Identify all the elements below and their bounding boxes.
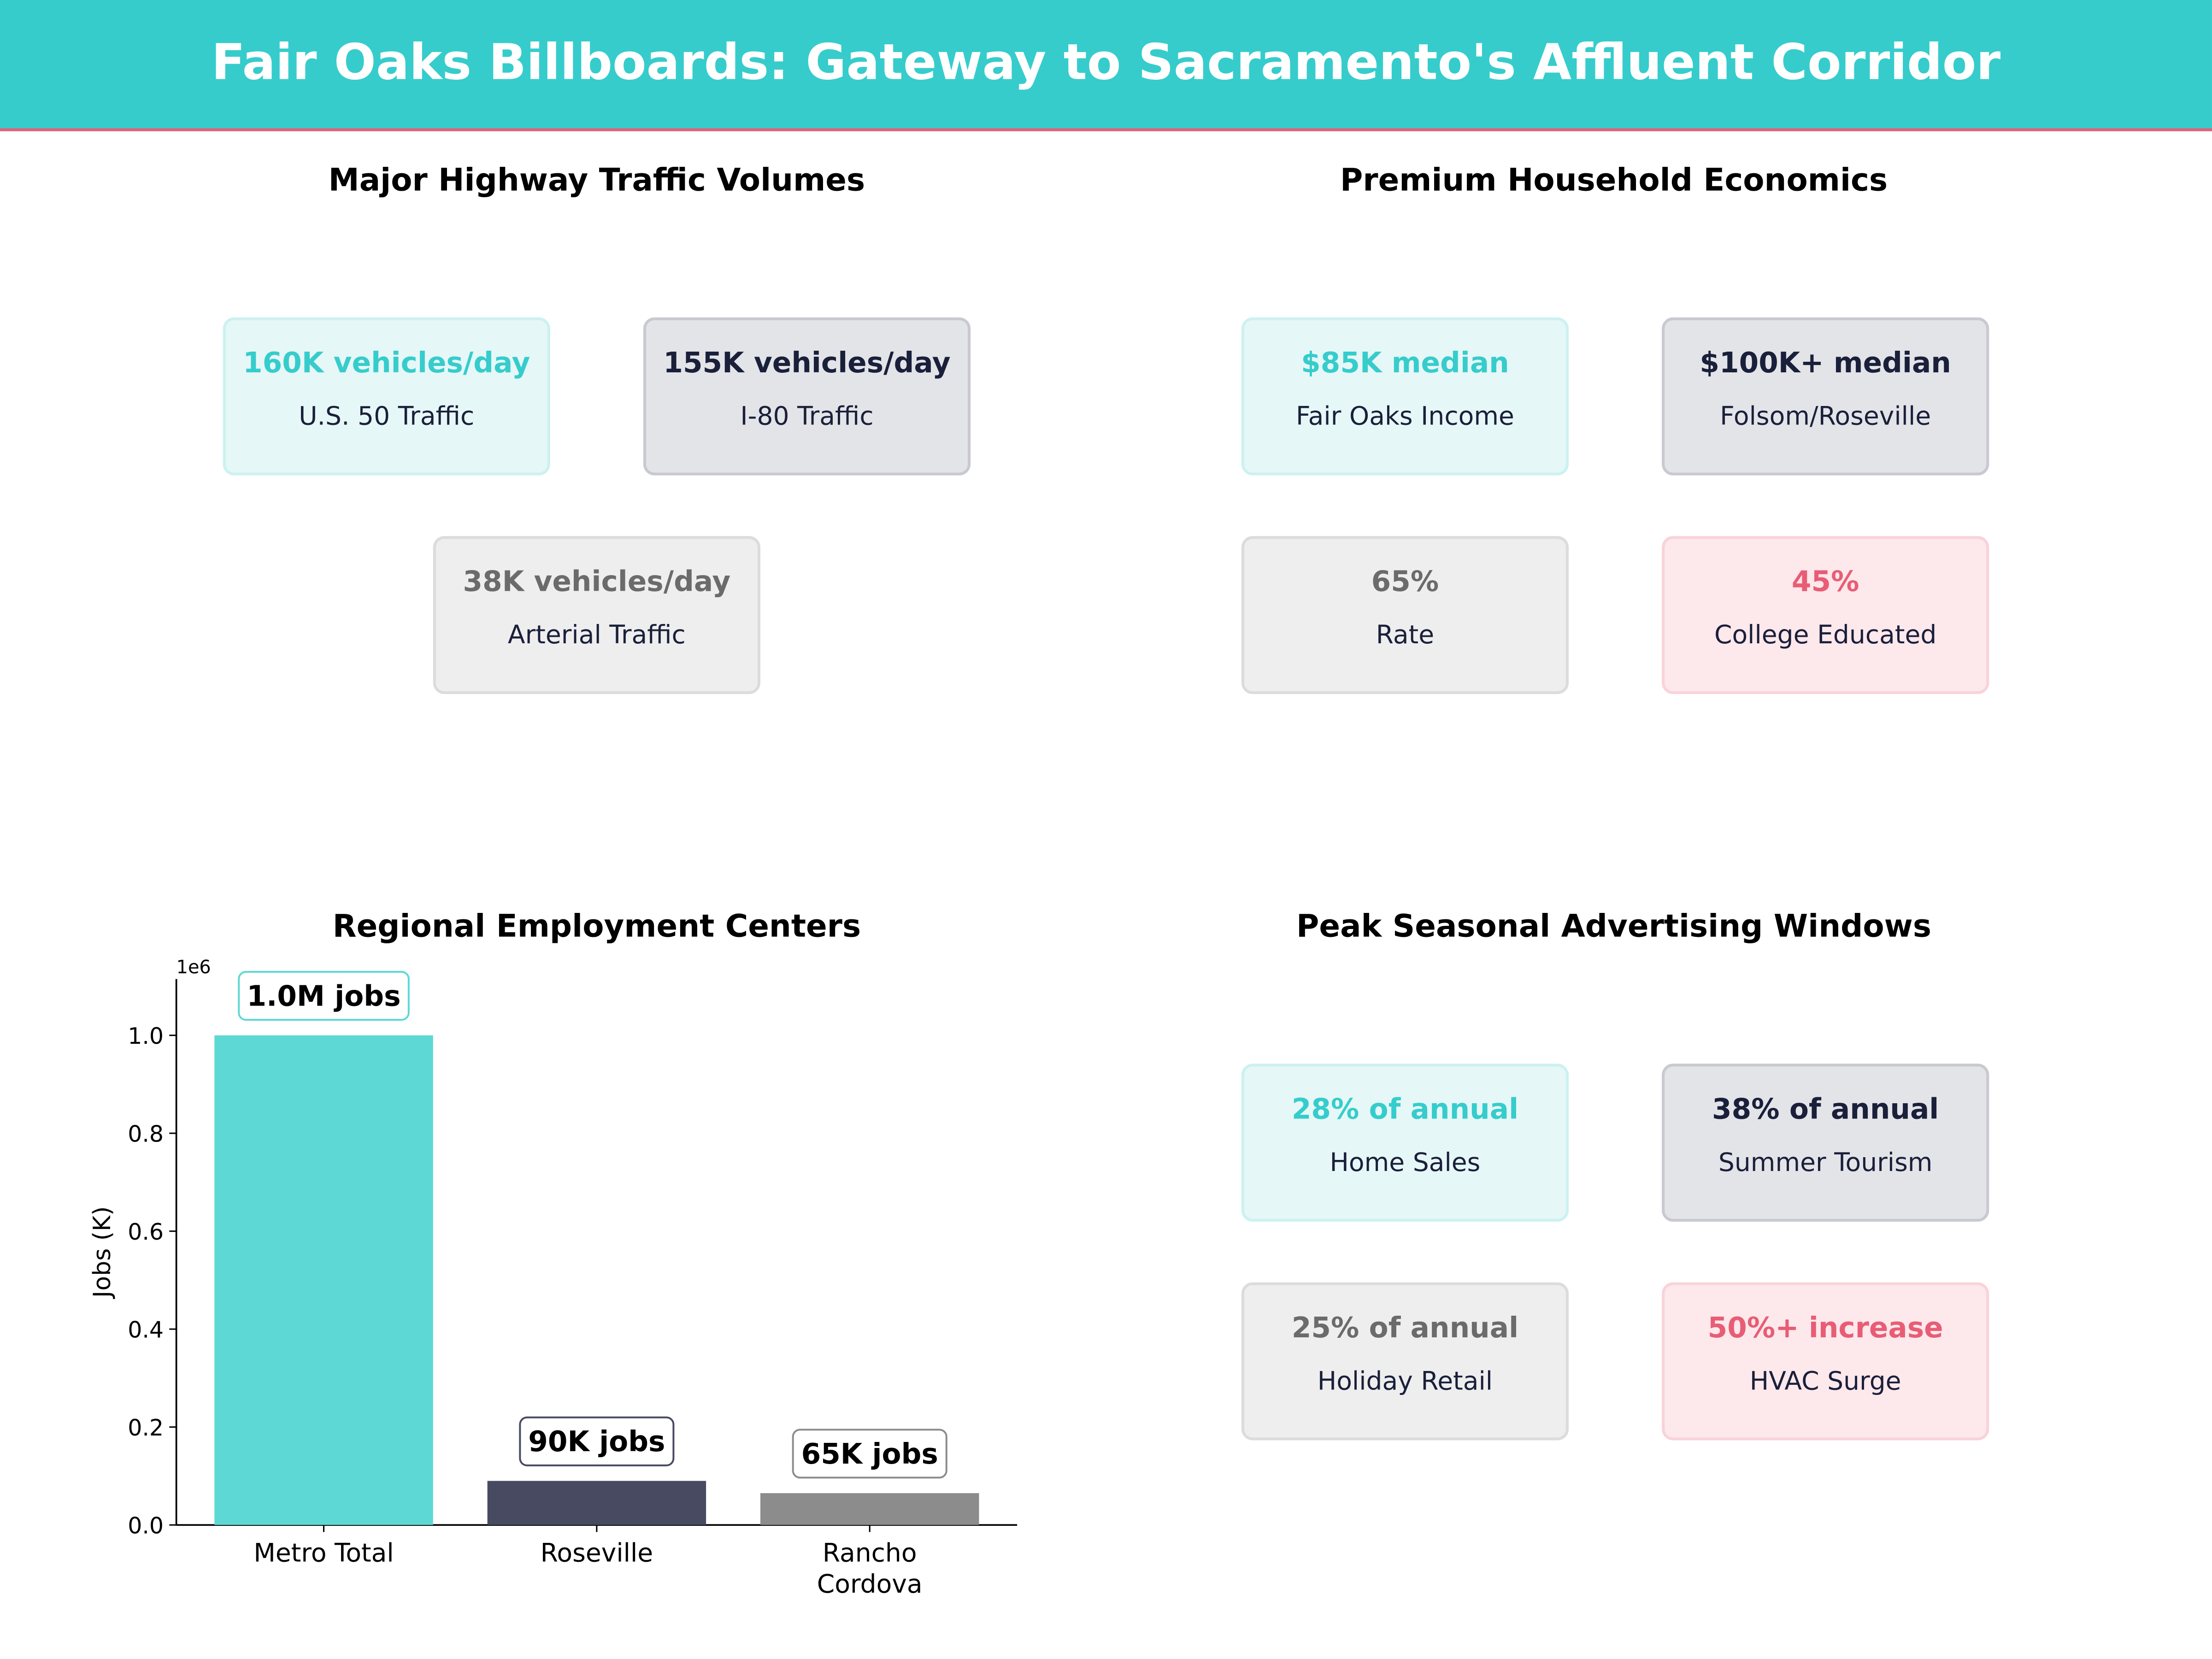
seasonal-card: 50%+ increase HVAC Surge	[1662, 1282, 1989, 1441]
chart-title: Regional Employment Centers	[332, 910, 861, 946]
card-value: 38% of annual	[1712, 1092, 1939, 1126]
seasonal-card: 28% of annual Home Sales	[1241, 1064, 1569, 1222]
header-banner: Fair Oaks Billboards: Gateway to Sacrame…	[0, 0, 2212, 131]
card-value: $85K median	[1301, 345, 1509, 380]
card-label: HVAC Surge	[1749, 1367, 1901, 1397]
seasonal-panel-title: Peak Seasonal Advertising Windows	[1296, 910, 1931, 946]
x-tick-label: Metro Total	[253, 1538, 394, 1568]
seasonal-card: 38% of annual Summer Tourism	[1662, 1064, 1989, 1222]
traffic-card: 160K vehicles/day U.S. 50 Traffic	[223, 317, 550, 476]
traffic-card: 38K vehicles/day Arterial Traffic	[433, 536, 760, 694]
card-value: 28% of annual	[1291, 1092, 1519, 1126]
card-label: Summer Tourism	[1718, 1148, 1933, 1178]
card-label: Home Sales	[1330, 1148, 1481, 1178]
y-tick-label: 0.8	[128, 1121, 164, 1147]
economics-card: $100K+ median Folsom/Roseville	[1662, 317, 1989, 476]
card-value: 160K vehicles/day	[243, 345, 530, 380]
y-tick-label: 1.0	[128, 1023, 164, 1049]
traffic-panel-title: Major Highway Traffic Volumes	[328, 164, 865, 199]
economics-card: 65% Rate	[1241, 536, 1569, 694]
card-label: I-80 Traffic	[740, 402, 874, 432]
x-tick-label: Rancho	[823, 1538, 917, 1568]
card-value: 38K vehicles/day	[463, 564, 731, 598]
y-offset-label: 1e6	[176, 957, 211, 978]
x-tick-label: Cordova	[817, 1569, 923, 1599]
data-label: 65K jobs	[801, 1438, 938, 1471]
card-label: Holiday Retail	[1317, 1367, 1493, 1397]
data-label-box	[519, 1416, 675, 1466]
bar	[760, 1493, 979, 1525]
economics-card: 45% College Educated	[1662, 536, 1989, 694]
card-value: 25% of annual	[1291, 1310, 1519, 1345]
data-label-box	[792, 1429, 947, 1479]
card-label: Fair Oaks Income	[1295, 402, 1514, 432]
card-label: U.S. 50 Traffic	[299, 402, 475, 432]
page-title: Fair Oaks Billboards: Gateway to Sacrame…	[211, 35, 2001, 92]
bar	[487, 1481, 706, 1525]
y-axis-label: Jobs (K)	[88, 1206, 116, 1300]
economics-panel-title: Premium Household Economics	[1340, 164, 1888, 199]
card-value: 45%	[1791, 564, 1859, 598]
bar	[214, 1035, 433, 1525]
economics-card: $85K median Fair Oaks Income	[1241, 317, 1569, 476]
y-tick-label: 0.2	[128, 1415, 164, 1441]
data-label-box	[238, 971, 410, 1021]
data-label: 90K jobs	[528, 1425, 665, 1458]
seasonal-card: 25% of annual Holiday Retail	[1241, 1282, 1569, 1441]
card-value: $100K+ median	[1700, 345, 1951, 380]
card-value: 65%	[1371, 564, 1439, 598]
data-label: 1.0M jobs	[247, 980, 401, 1012]
card-value: 50%+ increase	[1707, 1310, 1943, 1345]
y-tick-label: 0.4	[128, 1317, 164, 1343]
card-label: Arterial Traffic	[507, 620, 686, 651]
x-tick-label: Roseville	[541, 1538, 653, 1568]
y-tick-label: 0.6	[128, 1219, 164, 1245]
card-label: Rate	[1376, 620, 1435, 651]
card-label: College Educated	[1714, 620, 1937, 651]
card-label: Folsom/Roseville	[1720, 402, 1931, 432]
traffic-card: 155K vehicles/day I-80 Traffic	[643, 317, 971, 476]
card-value: 155K vehicles/day	[663, 345, 951, 380]
y-tick-label: 0.0	[128, 1513, 164, 1539]
